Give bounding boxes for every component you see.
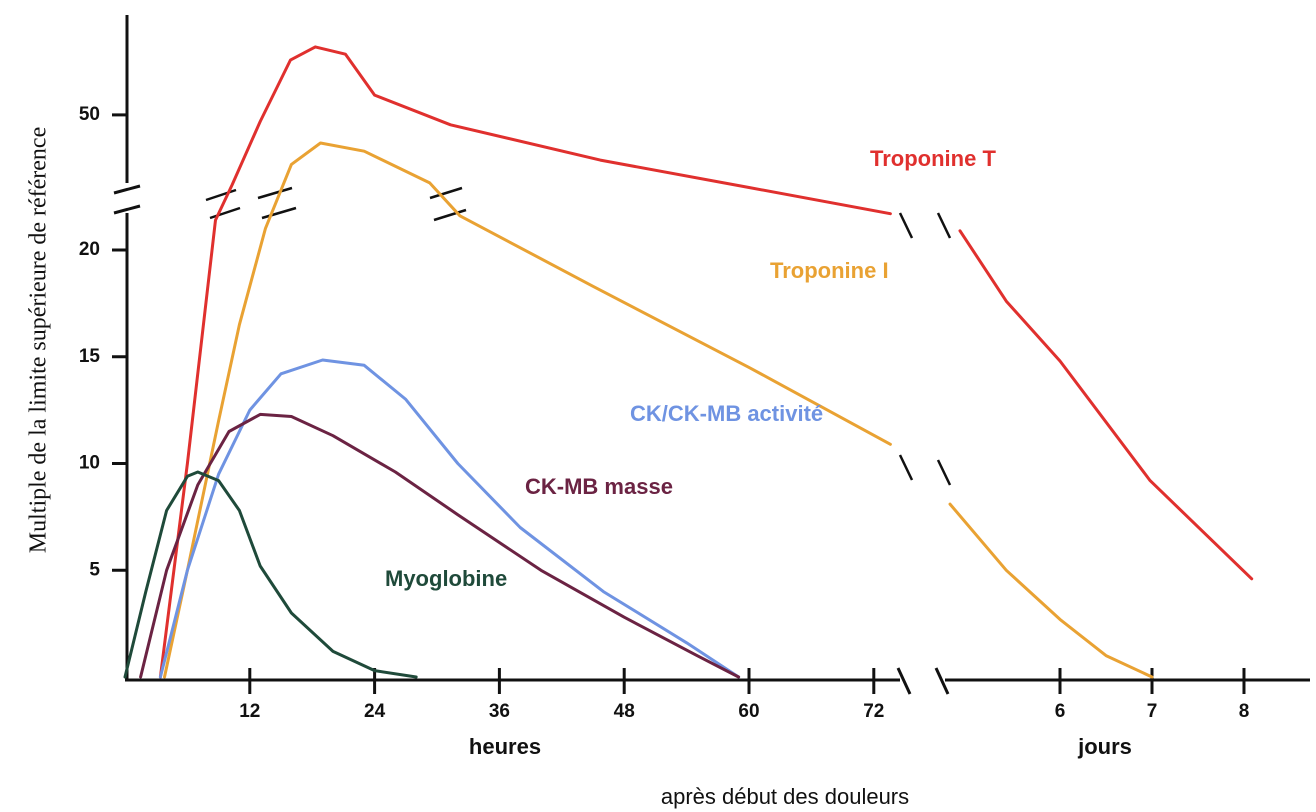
y-tick-label: 20	[79, 239, 100, 260]
x-tick-label: 60	[738, 701, 759, 722]
y-tick-label: 10	[79, 453, 100, 474]
x-tick-label: 24	[364, 701, 386, 722]
line-break	[429, 186, 463, 200]
line-break	[257, 186, 293, 200]
y-tick-label: 15	[79, 346, 101, 367]
x-tick-label: 7	[1147, 701, 1158, 722]
x-axis-caption: après début des douleurs	[661, 784, 909, 809]
series-line	[958, 229, 1254, 581]
x-tick-label: 36	[489, 701, 510, 722]
axis-break	[113, 204, 141, 215]
series-line	[158, 45, 892, 679]
series-label: CK-MB masse	[525, 474, 673, 499]
line-break	[261, 206, 297, 220]
x-tick-label: 12	[239, 701, 260, 722]
x-axis-label: jours	[1077, 734, 1132, 759]
axis-break	[934, 667, 950, 695]
axis-break	[896, 667, 912, 695]
line-break	[433, 208, 467, 222]
y-tick-label: 50	[79, 104, 100, 125]
axis-break	[113, 184, 141, 195]
line-break	[205, 188, 237, 202]
series-line	[139, 412, 741, 679]
x-tick-label: 72	[863, 701, 884, 722]
series-label: CK/CK-MB activité	[630, 401, 823, 426]
x-tick-label: 8	[1239, 701, 1250, 722]
axes	[113, 15, 1310, 695]
x-tick-label: 48	[614, 701, 635, 722]
y-tick-label: 5	[89, 559, 100, 580]
series-line	[948, 502, 1154, 679]
line-break	[209, 206, 241, 220]
line-break	[936, 212, 952, 239]
series-label: Myoglobine	[385, 566, 507, 591]
y-axis-label: Multiple de la limite supérieure de réfé…	[26, 127, 52, 553]
x-axis-label: heures	[469, 734, 541, 759]
line-break	[936, 459, 952, 486]
line-break	[898, 454, 914, 481]
series-label: Troponine I	[770, 258, 889, 283]
series-line	[158, 358, 741, 679]
series-line	[163, 141, 892, 679]
x-tick-label: 6	[1055, 701, 1066, 722]
series-line	[123, 470, 418, 679]
series-label: Troponine T	[870, 146, 996, 171]
line-break	[898, 212, 914, 239]
